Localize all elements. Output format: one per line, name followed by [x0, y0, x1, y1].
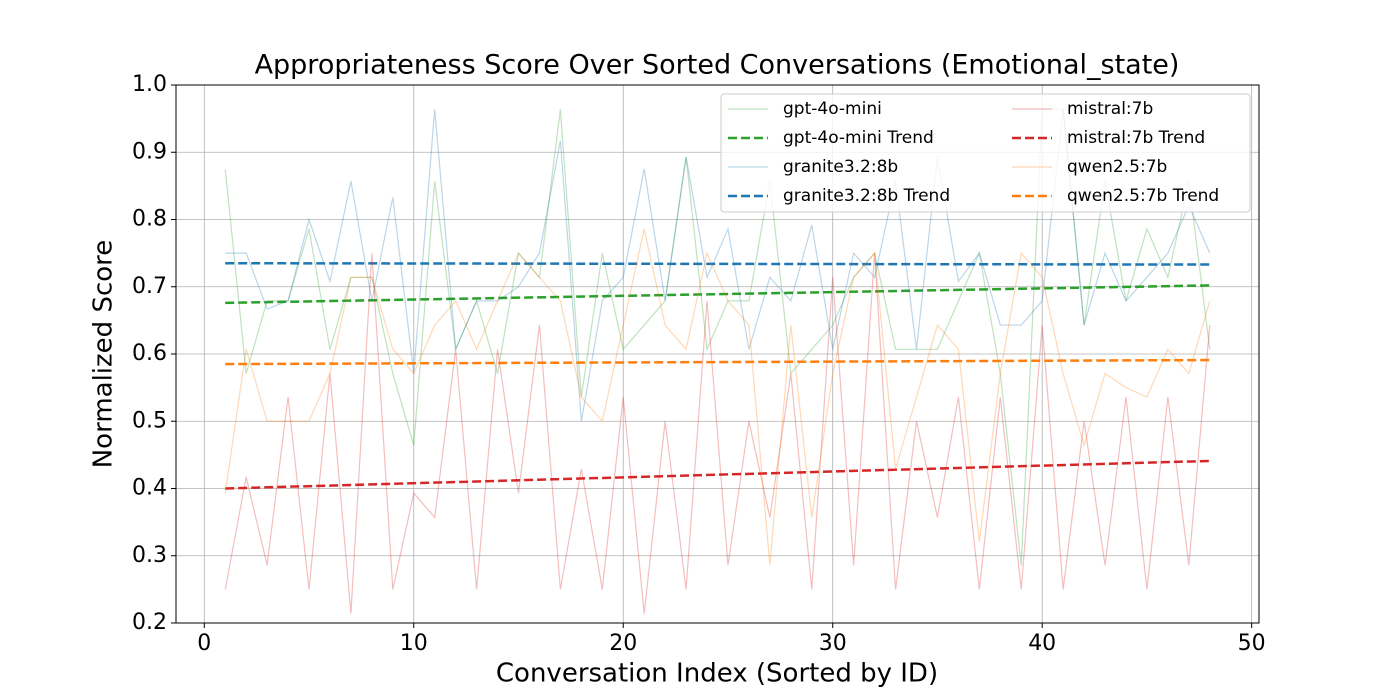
- trend-line: [225, 358, 1210, 366]
- legend-label: granite3.2:8b Trend: [783, 186, 950, 206]
- y-tick-label: 0.4: [132, 476, 167, 501]
- x-tick-label: 20: [609, 631, 637, 656]
- y-tick-label: 0.8: [132, 207, 167, 232]
- legend-label: gpt-4o-mini Trend: [783, 128, 934, 148]
- trend-line: [225, 261, 1210, 266]
- series-line: [224, 253, 1211, 614]
- x-tick-label: 50: [1238, 631, 1266, 656]
- trend-line: [225, 459, 1210, 490]
- legend: gpt-4o-mini gpt-4o-mini Trend granite3.2:8…: [720, 93, 1251, 213]
- y-tick-label: 0.9: [132, 139, 167, 164]
- series-line: [225, 109, 1211, 422]
- y-tick-label: 0.5: [132, 408, 167, 433]
- x-tick-label: 0: [197, 631, 211, 656]
- legend-label: mistral:7b Trend: [1067, 128, 1205, 148]
- legend-label: granite3.2:8b: [783, 157, 898, 177]
- legend-label: gpt-4o-mini: [783, 99, 882, 119]
- series-line: [224, 228, 1211, 566]
- y-axis-label: Normalized Score: [89, 240, 119, 469]
- legend-label: qwen2.5:7b Trend: [1067, 186, 1219, 206]
- chart-title: Appropriateness Score Over Sorted Conver…: [255, 50, 1180, 81]
- plot-frame: [175, 84, 1260, 624]
- legend-box: [720, 93, 1251, 213]
- trend-line: [225, 284, 1210, 305]
- x-tick-label: 30: [819, 631, 847, 656]
- y-tick-label: 0.6: [132, 341, 167, 366]
- y-tick-label: 1.0: [132, 72, 167, 97]
- x-axis-label: Conversation Index (Sorted by ID): [496, 659, 938, 689]
- x-tick-label: 10: [400, 631, 428, 656]
- y-tick-label: 0.3: [132, 543, 167, 568]
- y-tick-label: 0.2: [132, 610, 167, 635]
- x-tick-label: 40: [1028, 631, 1056, 656]
- y-tick-label: 0.7: [132, 274, 167, 299]
- legend-label: mistral:7b: [1067, 99, 1153, 119]
- legend-label: qwen2.5:7b: [1067, 157, 1167, 177]
